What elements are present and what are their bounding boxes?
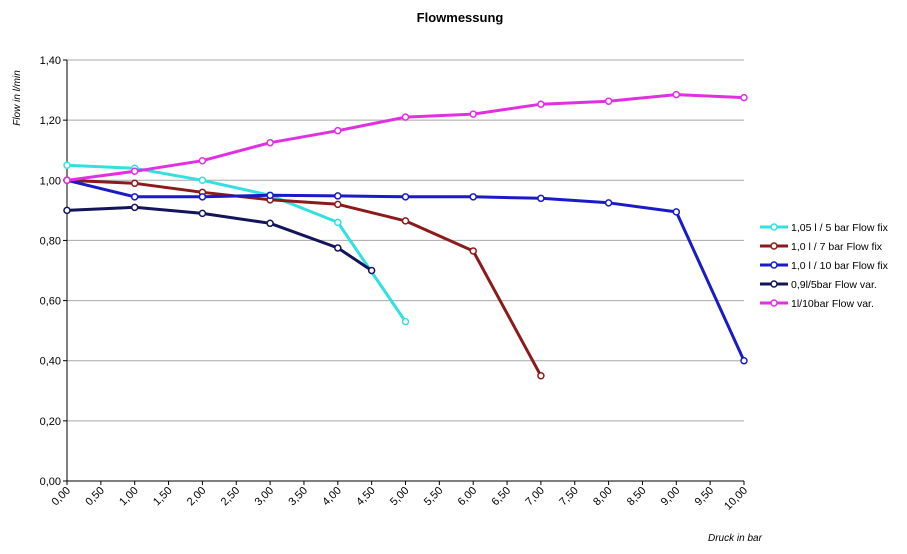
series-5: [63, 90, 748, 185]
data-point: [266, 138, 274, 147]
x-tick-label: 3,00: [253, 485, 277, 509]
series-line: [65, 178, 543, 378]
legend-marker: [770, 299, 778, 307]
data-point: [401, 113, 410, 121]
x-tick-label: 5,50: [422, 485, 446, 509]
data-point: [334, 200, 342, 209]
x-tick-label: 1,50: [151, 485, 175, 509]
data-point: [198, 193, 207, 201]
y-tick-label: 0,60: [40, 296, 61, 308]
data-point: [334, 126, 342, 135]
data-point: [334, 192, 342, 200]
data-point: [401, 317, 410, 326]
data-point: [469, 193, 477, 201]
data-point: [604, 97, 613, 105]
x-tick-label: 0,50: [83, 485, 107, 509]
x-tick-label: 1,00: [117, 485, 141, 509]
y-tick-label: 0,40: [40, 356, 61, 368]
data-point: [401, 217, 410, 225]
chart-title: Flowmessung: [417, 10, 504, 25]
series-line: [65, 93, 746, 182]
x-tick-label: 10,00: [722, 485, 750, 513]
data-point: [672, 208, 681, 216]
y-tick-label: 1,40: [40, 55, 61, 67]
y-axis-label: Flow in l/min: [12, 70, 23, 126]
series-layer: [63, 90, 748, 380]
x-tick-label: 5,00: [388, 485, 412, 509]
y-tick-label: 0,80: [40, 235, 61, 247]
data-point: [266, 191, 274, 200]
x-axis-label: Druck in bar: [708, 533, 763, 544]
legend-marker: [770, 223, 778, 231]
y-tick-label: 1,20: [40, 115, 61, 127]
series-3: [63, 176, 748, 365]
x-tick-label: 2,50: [219, 485, 243, 509]
legend-marker: [770, 242, 778, 250]
data-point: [334, 244, 342, 252]
legend: 1,05 l / 5 bar Flow fix 1,0 l / 7 bar Flo…: [760, 222, 889, 310]
data-point: [537, 372, 545, 380]
legend-item: 1,05 l / 5 bar Flow fix: [760, 222, 889, 234]
x-tick-label: 8,50: [625, 485, 649, 509]
data-point: [672, 90, 681, 99]
data-point: [334, 218, 342, 227]
x-tick-label: 7,00: [523, 485, 547, 509]
data-point: [740, 356, 748, 365]
legend-marker: [770, 261, 778, 269]
x-tick-label: 3,50: [286, 485, 310, 509]
data-point: [130, 179, 139, 188]
data-point: [63, 176, 71, 185]
x-tick-label: 4,50: [354, 485, 378, 509]
x-tick-label: 2,00: [185, 485, 209, 509]
axes: 0,00 0,20 0,40 0,60 0,80 1,00 1,20 1,40 0,00 0,50…: [40, 55, 751, 513]
data-point: [130, 167, 139, 176]
y-tick-label: 1,00: [40, 175, 61, 187]
series-line: [65, 163, 407, 324]
x-tick-label: 0,00: [49, 485, 73, 509]
series-4: [63, 203, 376, 275]
series-line: [65, 205, 374, 272]
series-line: [65, 178, 746, 363]
y-tick-label: 0,00: [40, 476, 61, 488]
data-point: [367, 266, 376, 275]
x-tick-label: 6,50: [490, 485, 514, 509]
legend-item: 0,9l/5bar Flow var.: [760, 279, 877, 291]
data-point: [63, 206, 71, 215]
data-point: [401, 193, 410, 201]
data-point: [198, 156, 207, 165]
data-point: [469, 247, 477, 255]
data-point: [63, 161, 71, 169]
legend-marker: [770, 280, 778, 288]
data-point: [130, 193, 139, 201]
legend-label: 1,0 l / 10 bar Flow fix: [791, 260, 889, 272]
legend-label: 1,0 l / 7 bar Flow fix: [791, 241, 883, 253]
y-tick-label: 0,20: [40, 416, 61, 428]
data-point: [198, 176, 207, 185]
data-point: [469, 110, 477, 118]
x-tick-label: 9,50: [693, 485, 717, 509]
data-point: [198, 209, 207, 218]
data-point: [537, 194, 545, 203]
x-tick-label: 6,00: [456, 485, 480, 509]
data-point: [740, 93, 748, 102]
legend-item: 1,0 l / 7 bar Flow fix: [760, 241, 883, 253]
legend-label: 1l/10bar Flow var.: [791, 298, 874, 310]
x-tick-label: 9,00: [659, 485, 683, 509]
x-tick-label: 7,50: [557, 485, 581, 509]
data-point: [266, 219, 274, 228]
x-tick-label: 8,00: [591, 485, 615, 509]
legend-item: 1l/10bar Flow var.: [760, 298, 874, 310]
data-point: [537, 100, 545, 108]
data-point: [130, 203, 139, 212]
legend-label: 0,9l/5bar Flow var.: [791, 279, 877, 291]
x-tick-label: 4,00: [320, 485, 344, 509]
legend-label: 1,05 l / 5 bar Flow fix: [791, 222, 889, 234]
data-point: [604, 199, 613, 207]
legend-item: 1,0 l / 10 bar Flow fix: [760, 260, 889, 272]
